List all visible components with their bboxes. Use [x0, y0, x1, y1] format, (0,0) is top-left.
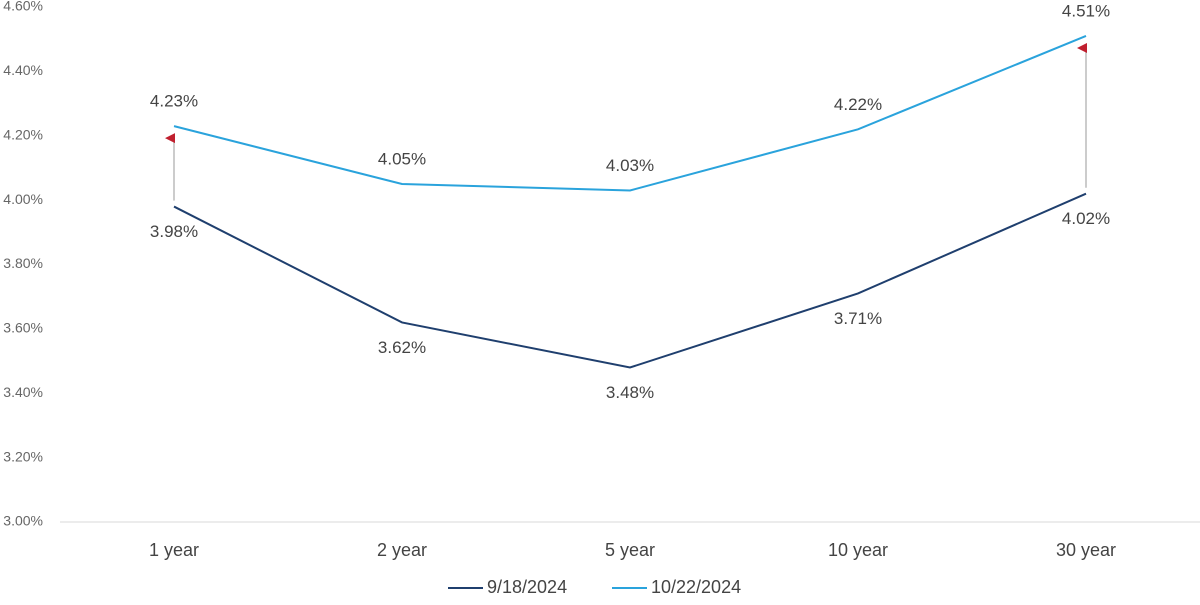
data-label: 4.05% — [378, 150, 426, 169]
x-tick-label: 2 year — [377, 540, 427, 560]
legend-label: 9/18/2024 — [487, 577, 567, 597]
data-label: 4.03% — [606, 156, 654, 175]
data-label: 3.98% — [150, 222, 198, 241]
data-label: 3.71% — [834, 309, 882, 328]
x-tick-label: 30 year — [1056, 540, 1116, 560]
y-tick-label: 4.20% — [3, 126, 43, 142]
legend-label: 10/22/2024 — [651, 577, 741, 597]
y-tick-label: 3.60% — [3, 320, 43, 336]
data-label: 3.62% — [378, 338, 426, 357]
x-tick-label: 10 year — [828, 540, 888, 560]
y-tick-label: 3.20% — [3, 448, 43, 464]
data-label: 4.51% — [1062, 1, 1110, 20]
data-label: 3.48% — [606, 383, 654, 402]
y-tick-label: 4.40% — [3, 62, 43, 78]
x-tick-label: 5 year — [605, 540, 655, 560]
x-tick-label: 1 year — [149, 540, 199, 560]
y-tick-label: 3.40% — [3, 384, 43, 400]
data-label: 4.23% — [150, 92, 198, 111]
y-tick-label: 3.80% — [3, 255, 43, 271]
series-line — [173, 35, 1087, 192]
data-label: 4.22% — [834, 95, 882, 114]
data-label: 4.02% — [1062, 209, 1110, 228]
series-line — [173, 192, 1087, 369]
y-tick-label: 4.60% — [3, 0, 43, 14]
y-tick-label: 3.00% — [3, 513, 43, 529]
y-tick-label: 4.00% — [3, 191, 43, 207]
